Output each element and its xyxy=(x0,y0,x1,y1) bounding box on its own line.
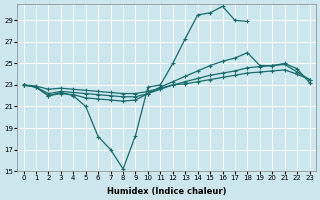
X-axis label: Humidex (Indice chaleur): Humidex (Indice chaleur) xyxy=(107,187,226,196)
